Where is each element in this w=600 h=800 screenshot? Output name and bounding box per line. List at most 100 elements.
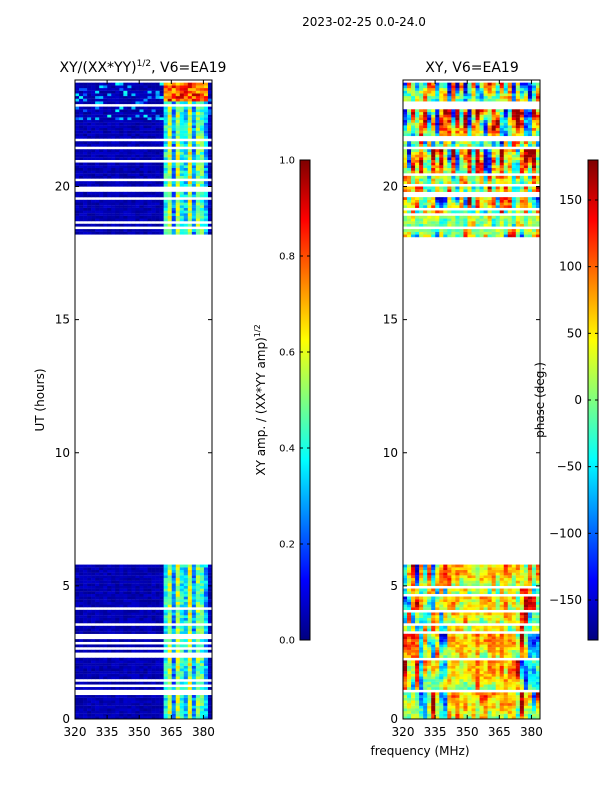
amplitude-colorbar: 0.00.20.40.60.81.0 XY amp. / (XX*YY amp)…: [253, 156, 311, 647]
heatmap-cell: [531, 655, 537, 658]
heatmap-cell: [151, 703, 156, 706]
heatmap-cell: [79, 93, 84, 97]
heatmap-cell: [195, 599, 201, 602]
heatmap-cell: [131, 591, 136, 595]
heatmap-cell: [135, 85, 140, 89]
heatmap-row: [75, 671, 213, 674]
heatmap-cell: [187, 695, 193, 698]
heatmap-cell: [175, 85, 181, 89]
heatmap-cell: [95, 609, 100, 613]
heatmap-cell: [123, 167, 128, 171]
heatmap-cell: [431, 708, 436, 712]
heatmap-cell: [143, 711, 148, 714]
heatmap-cell: [103, 143, 108, 147]
heatmap-cell: [143, 593, 148, 597]
heatmap-cell: [103, 705, 108, 709]
heatmap-cell: [183, 162, 189, 166]
heatmap-cell: [183, 111, 189, 115]
heatmap-cell: [167, 133, 173, 137]
heatmap-row: [403, 681, 541, 685]
heatmap-row: [75, 676, 213, 680]
heatmap-cell: [151, 628, 156, 632]
heatmap-cell: [175, 119, 181, 123]
heatmap-cell: [83, 170, 88, 174]
heatmap-cell: [159, 202, 164, 206]
heatmap-cell: [407, 607, 412, 610]
heatmap-cell: [207, 708, 213, 712]
heatmap-cell: [415, 655, 420, 658]
heatmap-cell: [199, 170, 205, 174]
heatmap-cell: [439, 713, 444, 717]
heatmap-row: [75, 229, 213, 232]
heatmap-cell: [151, 591, 156, 595]
heatmap-cell: [143, 604, 148, 608]
heatmap-cell: [151, 711, 156, 714]
heatmap-cell: [207, 703, 213, 706]
heatmap-cell: [119, 215, 124, 219]
heatmap-cell: [431, 692, 436, 696]
heatmap-cell: [207, 122, 213, 126]
heatmap-cell: [107, 93, 112, 97]
heatmap-cell: [135, 215, 140, 219]
heatmap-cell: [511, 607, 517, 610]
heatmap-cell: [515, 607, 521, 610]
heatmap-cell: [443, 599, 448, 602]
heatmap-cell: [511, 615, 517, 618]
heatmap-cell: [87, 583, 92, 587]
heatmap-cell: [107, 173, 112, 176]
heatmap-cell: [123, 90, 128, 94]
heatmap-cell: [407, 663, 412, 666]
heatmap-cell: [415, 572, 420, 576]
heatmap-cell: [103, 615, 108, 618]
heatmap-cell: [467, 636, 472, 640]
heatmap-cell: [163, 657, 168, 661]
heatmap-cell: [403, 649, 408, 653]
heatmap-cell: [439, 668, 444, 672]
heatmap-cell: [483, 641, 488, 645]
heatmap-cell: [475, 628, 480, 632]
amplitude-title-rest: , V6=EA19: [151, 60, 226, 76]
heatmap-cell: [203, 583, 209, 587]
heatmap-cell: [123, 569, 128, 573]
heatmap-cell: [191, 167, 197, 171]
heatmap-cell: [511, 671, 517, 674]
heatmap-cell: [487, 620, 492, 624]
heatmap-cell: [131, 194, 136, 198]
heatmap-cell: [435, 633, 440, 637]
heatmap-cell: [435, 681, 440, 685]
heatmap-cell: [515, 703, 521, 706]
heatmap-cell: [487, 711, 492, 714]
heatmap-cell: [179, 700, 185, 704]
heatmap-cell: [155, 175, 160, 179]
heatmap-row: [75, 596, 213, 600]
heatmap-cell: [179, 109, 185, 113]
heatmap-cell: [151, 215, 156, 219]
heatmap-cell: [115, 167, 120, 171]
heatmap-cell: [407, 697, 412, 701]
heatmap-cell: [415, 687, 420, 690]
heatmap-cell: [411, 647, 416, 650]
heatmap-cell: [443, 633, 448, 637]
heatmap-cell: [203, 697, 209, 701]
heatmap-cell: [171, 229, 177, 232]
heatmap-cell: [155, 85, 160, 89]
heatmap-cell: [191, 703, 197, 706]
heatmap-cell: [195, 213, 201, 216]
heatmap-cell: [87, 609, 92, 613]
heatmap-cell: [515, 713, 521, 717]
heatmap-cell: [479, 636, 484, 640]
heatmap-cell: [487, 708, 492, 712]
heatmap-cell: [151, 98, 156, 102]
heatmap-cell: [99, 215, 104, 219]
heatmap-cell: [491, 665, 496, 669]
heatmap-cell: [115, 657, 120, 661]
heatmap-cell: [531, 583, 537, 587]
heatmap-cell: [419, 607, 424, 610]
heatmap-cell: [175, 165, 181, 169]
heatmap-cell: [143, 599, 148, 602]
heatmap-cell: [479, 673, 484, 677]
heatmap-cell: [431, 713, 436, 717]
heatmap-cell: [411, 668, 416, 672]
heatmap-cell: [75, 117, 80, 121]
heatmap-cell: [507, 583, 513, 587]
